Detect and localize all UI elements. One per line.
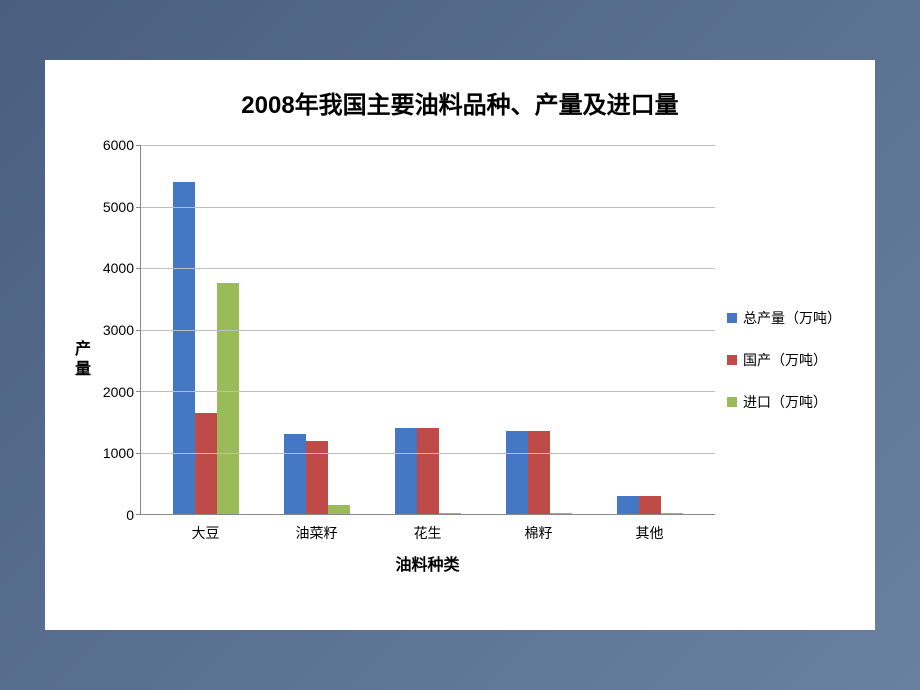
y-axis-ticks: 6000500040003000200010000 [95, 145, 140, 515]
grid-line [141, 391, 715, 392]
legend-label: 总产量（万吨） [743, 308, 841, 328]
bar [217, 283, 239, 514]
legend-item: 进口（万吨） [727, 392, 855, 412]
plot-wrap: 6000500040003000200010000 大豆油菜籽花生棉籽其他 油料… [95, 145, 715, 575]
bar [195, 413, 217, 514]
bar [617, 496, 639, 514]
legend-item: 国产（万吨） [727, 350, 855, 370]
x-tick: 棉籽 [483, 515, 594, 543]
plot-row: 6000500040003000200010000 [95, 145, 715, 515]
grid-line [141, 453, 715, 454]
legend-swatch [727, 313, 737, 323]
grid-line [141, 145, 715, 146]
x-axis-label: 油料种类 [140, 551, 715, 575]
x-axis-ticks: 大豆油菜籽花生棉籽其他 [140, 515, 715, 543]
chart-title: 2008年我国主要油料品种、产量及进口量 [65, 85, 855, 120]
tick-mark [136, 391, 141, 392]
legend-item: 总产量（万吨） [727, 308, 855, 328]
grid-line [141, 330, 715, 331]
legend-label: 国产（万吨） [743, 350, 827, 370]
bar [328, 505, 350, 514]
x-tick: 油菜籽 [261, 515, 372, 543]
legend: 总产量（万吨） 国产（万吨） 进口（万吨） [715, 145, 855, 575]
bar [661, 513, 683, 514]
tick-mark [136, 145, 141, 146]
chart-body: 产量 6000500040003000200010000 大豆油菜籽花生棉籽其他… [65, 145, 855, 575]
bar [639, 496, 661, 514]
tick-mark [136, 514, 141, 515]
y-axis-label-wrap: 产量 [65, 145, 95, 575]
bar [284, 434, 306, 514]
bar [173, 182, 195, 514]
bar [395, 428, 417, 514]
tick-mark [136, 268, 141, 269]
bar [417, 428, 439, 514]
bar [528, 431, 550, 514]
bar [439, 513, 461, 514]
legend-swatch [727, 397, 737, 407]
chart-panel: 2008年我国主要油料品种、产量及进口量 产量 6000500040003000… [45, 60, 875, 630]
grid-line [141, 268, 715, 269]
tick-mark [136, 453, 141, 454]
plot-area [140, 145, 715, 515]
x-tick: 大豆 [150, 515, 261, 543]
y-axis-label: 产量 [68, 340, 92, 380]
bar [506, 431, 528, 514]
x-tick: 其他 [594, 515, 705, 543]
tick-mark [136, 207, 141, 208]
tick-mark [136, 330, 141, 331]
legend-label: 进口（万吨） [743, 392, 827, 412]
legend-swatch [727, 355, 737, 365]
bar [550, 513, 572, 514]
grid-line [141, 207, 715, 208]
x-tick: 花生 [372, 515, 483, 543]
